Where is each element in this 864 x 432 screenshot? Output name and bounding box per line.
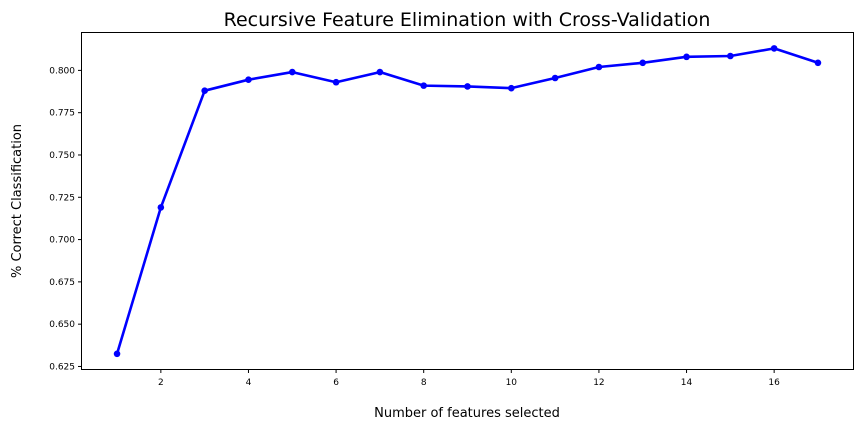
data-point (508, 84, 515, 92)
x-axis-label: Number of features selected (374, 406, 560, 421)
series-markers (113, 45, 822, 358)
data-point (113, 350, 121, 358)
data-point (157, 204, 165, 211)
data-point (332, 78, 340, 86)
x-tick-label: 8 (421, 378, 427, 388)
y-tick-label: 0.725 (49, 193, 75, 203)
x-axis: 2 4 6 8 10 12 14 16 (158, 369, 780, 388)
data-point (376, 68, 384, 76)
data-point (727, 52, 734, 60)
x-tick-label: 2 (158, 378, 164, 388)
y-tick-label: 0.800 (49, 66, 75, 76)
data-point (683, 53, 690, 61)
y-tick-label: 0.750 (49, 151, 75, 161)
x-tick-label: 4 (246, 378, 252, 388)
y-tick-label: 0.700 (49, 236, 75, 246)
data-point (464, 83, 471, 90)
data-point (639, 59, 647, 67)
y-axis: 0.625 0.650 0.675 0.700 0.725 0.750 0.775 0.800 (49, 66, 82, 372)
plot-area-frame (81, 32, 854, 370)
data-point (770, 45, 778, 52)
chart-title: Recursive Feature Elimination with Cross… (224, 9, 711, 31)
y-tick-label: 0.650 (49, 320, 75, 330)
y-axis-label: % Correct Classification (10, 124, 25, 278)
x-tick-label: 10 (506, 378, 518, 388)
x-tick-label: 12 (593, 378, 604, 388)
data-point (245, 76, 252, 83)
data-point (814, 59, 822, 67)
data-point (420, 82, 427, 89)
x-tick-label: 6 (333, 378, 339, 388)
x-tick-label: 14 (681, 378, 693, 388)
data-point (288, 68, 296, 76)
x-tick-label: 16 (768, 378, 780, 388)
y-tick-label: 0.675 (49, 278, 75, 288)
y-tick-label: 0.775 (49, 109, 75, 119)
series-line (115, 47, 819, 355)
data-point (551, 74, 559, 82)
y-tick-label: 0.625 (49, 362, 75, 372)
data-point (201, 87, 208, 94)
data-point (595, 63, 603, 71)
